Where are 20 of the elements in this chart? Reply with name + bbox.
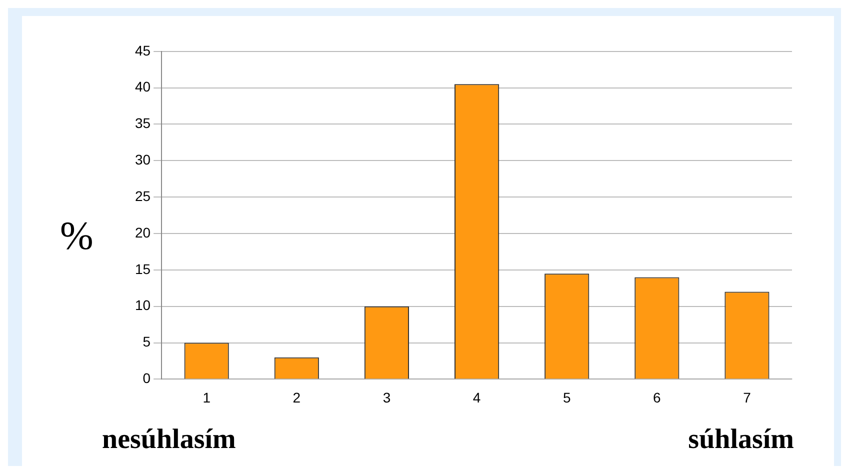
y-tick-label: 30 — [134, 152, 151, 168]
y-tick-label: 35 — [134, 115, 151, 132]
text: súhlasím — [688, 424, 794, 456]
y-tick-label: 0 — [142, 370, 151, 386]
y-tick-label: 20 — [134, 224, 151, 240]
y-tick-label: 15 — [134, 260, 151, 277]
y-tick-label: 40 — [134, 78, 151, 95]
x-tick-label: 4 — [472, 389, 481, 406]
x-tick-label: 2 — [292, 389, 301, 406]
y-tick-label: 5 — [142, 334, 151, 350]
y-axis-title: % — [60, 212, 94, 259]
y-tick-label: 10 — [134, 297, 151, 314]
x-tick-label: 1 — [202, 389, 211, 406]
x-tick-label: 5 — [562, 389, 571, 406]
text: nesúhlasím — [102, 424, 236, 456]
x-tick-label: 7 — [743, 389, 752, 406]
y-tick-label: 25 — [134, 188, 151, 204]
y-tick-label: 45 — [134, 42, 151, 58]
x-tick-label: 3 — [382, 389, 391, 406]
x-tick-label: 6 — [653, 389, 662, 406]
